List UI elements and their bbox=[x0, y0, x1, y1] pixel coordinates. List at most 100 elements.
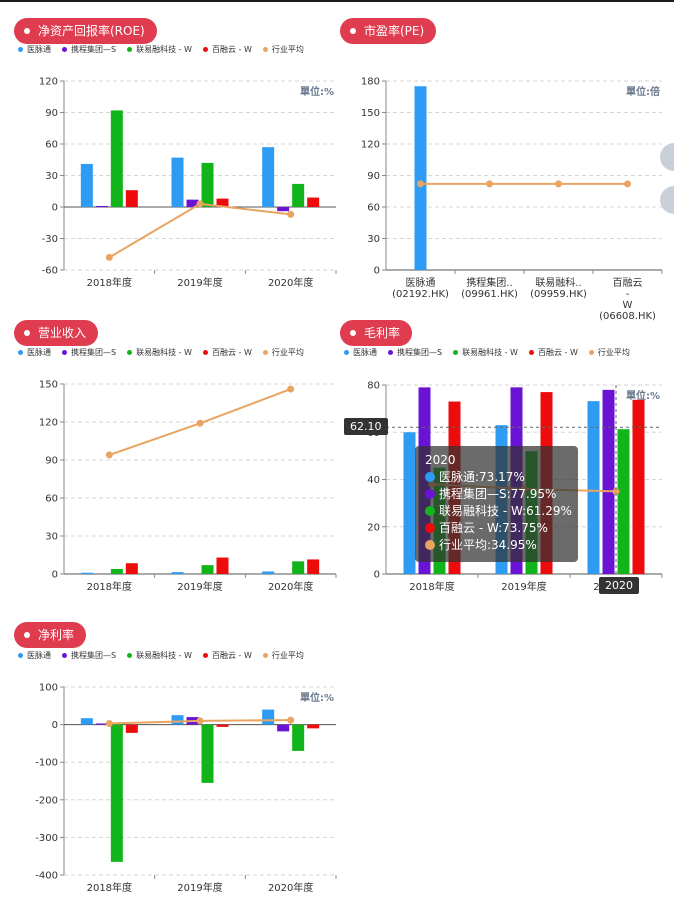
legend-item[interactable]: 百融云 - W bbox=[528, 347, 578, 358]
legend-item[interactable]: 医脉通 bbox=[18, 650, 51, 661]
bar bbox=[403, 432, 416, 574]
bar bbox=[307, 197, 320, 207]
y-tick-label: 120 bbox=[39, 418, 58, 429]
x-tick-label: 2018年度 bbox=[409, 580, 454, 593]
y-tick-label: 0 bbox=[52, 720, 58, 731]
tooltip-title: 2020 bbox=[425, 453, 456, 467]
roe-title-pill[interactable]: 净资产回报率(ROE) bbox=[14, 18, 157, 44]
bar bbox=[307, 724, 320, 729]
legend-item[interactable]: 行业平均 bbox=[262, 44, 304, 55]
bar bbox=[201, 724, 214, 783]
legend-label: 联易融科技 - W bbox=[136, 348, 192, 357]
legend-label: 医脉通 bbox=[27, 651, 51, 660]
bar bbox=[216, 724, 229, 727]
legend-item[interactable]: 携程集团—S bbox=[62, 650, 116, 661]
legend-swatch-icon bbox=[127, 350, 133, 355]
tooltip-row-text: 医脉通:73.17% bbox=[439, 470, 525, 484]
net-title: 净利率 bbox=[38, 628, 75, 642]
gross-legend[interactable]: 医脉通 携程集团—S 联易融科技 - W 百融云 - W 行业平均 bbox=[344, 347, 641, 359]
legend-item[interactable]: 联易融科技 - W bbox=[127, 44, 192, 55]
unit-label: 單位:倍 bbox=[626, 85, 660, 98]
legend-item[interactable]: 携程集团—S bbox=[388, 347, 442, 358]
bar bbox=[602, 389, 615, 574]
bar bbox=[292, 183, 305, 207]
y-tick-label: 0 bbox=[374, 570, 380, 581]
pe-chart: 0 30 60 90 120 150 180 医脉通(02192.HK) 携程集团..(0996… bbox=[361, 77, 663, 322]
bar bbox=[216, 198, 229, 207]
net-chart: -400 -300 -200 -100 0 100 2018年度 2019年度 2020年度 單位… bbox=[35, 683, 337, 894]
y-tick-label: 0 bbox=[52, 203, 58, 214]
legend-swatch-icon bbox=[62, 47, 67, 52]
revenue-legend[interactable]: 医脉通 携程集团—S 联易融科技 - W 百融云 - W 行业平均 bbox=[18, 347, 315, 359]
y-tick-label: 100 bbox=[39, 683, 58, 694]
legend-item[interactable]: 携程集团—S bbox=[62, 44, 116, 55]
bar bbox=[95, 723, 108, 725]
legend-swatch-icon bbox=[18, 350, 23, 355]
bar bbox=[292, 561, 305, 574]
tooltip-row: 联易融科技 - W:61.29% bbox=[425, 503, 572, 520]
legend-item[interactable]: 医脉通 bbox=[18, 44, 51, 55]
x-tick-label: 医脉通 bbox=[406, 276, 436, 289]
legend-item[interactable]: 行业平均 bbox=[262, 650, 304, 661]
bar bbox=[186, 199, 199, 207]
x-tick-label: (09961.HK) bbox=[461, 289, 518, 300]
title-dot-icon bbox=[24, 28, 30, 34]
legend-item[interactable]: 行业平均 bbox=[588, 347, 630, 358]
pe-title-pill[interactable]: 市盈率(PE) bbox=[340, 18, 437, 44]
axis-pointer-y-label: 62.10 bbox=[344, 418, 388, 435]
roe-legend[interactable]: 医脉通 携程集团—S 联易融科技 - W 百融云 - W 行业平均 bbox=[18, 44, 315, 56]
title-dot-icon bbox=[350, 28, 356, 34]
legend-item[interactable]: 百融云 - W bbox=[202, 44, 252, 55]
y-tick-label: -60 bbox=[42, 266, 58, 277]
legend-item[interactable]: 医脉通 bbox=[18, 347, 51, 358]
legend-item[interactable]: 携程集团—S bbox=[62, 347, 116, 358]
bar bbox=[95, 205, 108, 207]
bar bbox=[201, 162, 214, 207]
gross-title-pill[interactable]: 毛利率 bbox=[340, 320, 413, 346]
net-title-pill[interactable]: 净利率 bbox=[14, 622, 87, 648]
y-tick-label: 150 bbox=[361, 108, 380, 119]
tooltip-row-text: 联易融科技 - W:61.29% bbox=[439, 504, 572, 518]
average-point bbox=[105, 451, 113, 459]
gross-title: 毛利率 bbox=[364, 326, 401, 340]
x-tick-label: - bbox=[626, 289, 630, 300]
legend-item[interactable]: 百融云 - W bbox=[202, 650, 252, 661]
legend-label: 携程集团—S bbox=[397, 348, 443, 357]
bar bbox=[201, 565, 214, 574]
tooltip-dot-icon bbox=[425, 506, 435, 516]
x-tick-label: 2019年度 bbox=[177, 881, 222, 894]
legend-swatch-icon bbox=[388, 350, 393, 355]
side-collapse-icon[interactable] bbox=[660, 186, 674, 214]
legend-item[interactable]: 医脉通 bbox=[344, 347, 377, 358]
legend-item[interactable]: 联易融科技 - W bbox=[453, 347, 518, 358]
revenue-title-pill[interactable]: 营业收入 bbox=[14, 320, 99, 346]
bar bbox=[171, 572, 184, 574]
bar bbox=[277, 207, 290, 212]
legend-item[interactable]: 百融云 - W bbox=[202, 347, 252, 358]
bar bbox=[110, 724, 123, 862]
bar bbox=[171, 715, 184, 725]
legend-item[interactable]: 联易融科技 - W bbox=[127, 347, 192, 358]
bar bbox=[110, 110, 123, 207]
legend-item[interactable]: 联易融科技 - W bbox=[127, 650, 192, 661]
y-tick-label: 60 bbox=[45, 494, 58, 505]
unit-label: 單位:% bbox=[300, 691, 334, 704]
net-legend[interactable]: 医脉通 携程集团—S 联易融科技 - W 百融云 - W 行业平均 bbox=[18, 650, 315, 662]
bar bbox=[617, 429, 630, 574]
top-border bbox=[0, 0, 674, 2]
legend-label: 携程集团—S bbox=[71, 348, 117, 357]
x-tick-label: 2018年度 bbox=[87, 276, 132, 289]
legend-item[interactable]: 行业平均 bbox=[262, 347, 304, 358]
bar bbox=[80, 572, 93, 574]
bar bbox=[277, 724, 290, 732]
side-expand-icon[interactable] bbox=[660, 143, 674, 171]
legend-swatch-icon bbox=[528, 350, 534, 355]
legend-label: 医脉通 bbox=[27, 45, 51, 54]
y-tick-label: 150 bbox=[39, 380, 58, 391]
bar bbox=[110, 568, 123, 574]
y-tick-label: 30 bbox=[45, 532, 58, 543]
y-tick-label: -400 bbox=[35, 871, 58, 882]
y-tick-label: -300 bbox=[35, 833, 58, 844]
x-tick-label: (02192.HK) bbox=[392, 289, 449, 300]
y-tick-label: 120 bbox=[361, 140, 380, 151]
